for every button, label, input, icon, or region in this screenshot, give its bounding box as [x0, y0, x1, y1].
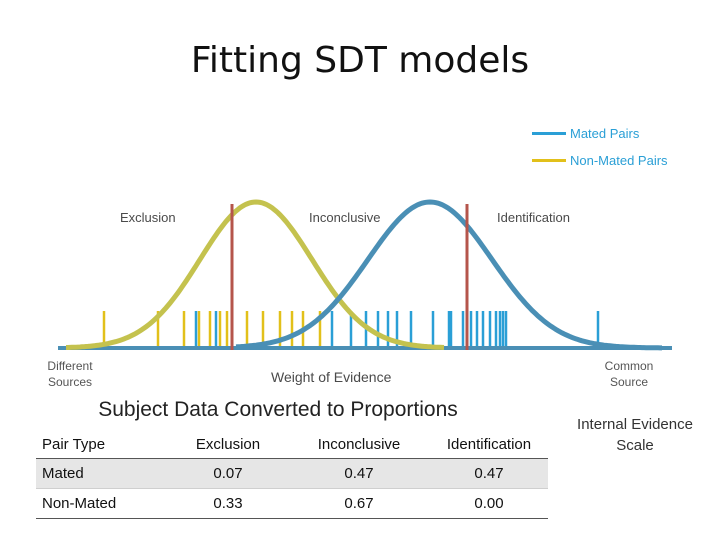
region-label-inconclusive: Inconclusive: [309, 210, 381, 225]
table-cell: 0.00: [430, 488, 548, 519]
internal-evidence-scale-label: Internal Evidence Scale: [577, 416, 693, 454]
non-mated-distribution-curve: [66, 199, 445, 350]
legend-mated-swatch: [532, 132, 566, 135]
proportions-table: Pair Type Exclusion Inconclusive Identif…: [36, 430, 548, 519]
table-header-exclusion: Exclusion: [168, 430, 288, 459]
table-cell: Mated: [36, 458, 168, 489]
page-title: Fitting SDT models: [190, 40, 530, 81]
table-subtitle: Subject Data Converted to Proportions: [98, 398, 458, 421]
table-row: Mated 0.07 0.47 0.47: [36, 458, 548, 489]
table-row: Non-Mated 0.33 0.67 0.00: [36, 488, 548, 519]
table-header-pair-type: Pair Type: [36, 430, 168, 459]
table-cell: 0.33: [168, 488, 288, 519]
table-header-identification: Identification: [430, 430, 548, 459]
table-header-inconclusive: Inconclusive: [288, 430, 430, 459]
region-label-exclusion: Exclusion: [120, 210, 176, 225]
table-cell: 0.47: [430, 458, 548, 489]
legend-mated: Mated Pairs: [532, 126, 639, 141]
table-header-row: Pair Type Exclusion Inconclusive Identif…: [36, 430, 548, 459]
axis-label-common-source: Common Source: [604, 359, 654, 389]
table-cell: 0.07: [168, 458, 288, 489]
legend-non-mated: Non-Mated Pairs: [532, 153, 668, 168]
legend-non-mated-label: Non-Mated Pairs: [570, 153, 668, 168]
region-label-identification: Identification: [497, 210, 570, 225]
legend-mated-label: Mated Pairs: [570, 126, 640, 141]
axis-label-weight-of-evidence: Weight of Evidence: [271, 369, 392, 385]
mated-distribution-curve: [235, 199, 662, 351]
table-cell: 0.47: [288, 458, 430, 489]
table-cell: Non-Mated: [36, 488, 168, 519]
legend-non-mated-swatch: [532, 159, 566, 162]
table-cell: 0.67: [288, 488, 430, 519]
axis-label-different-sources: Different Sources: [47, 359, 93, 389]
